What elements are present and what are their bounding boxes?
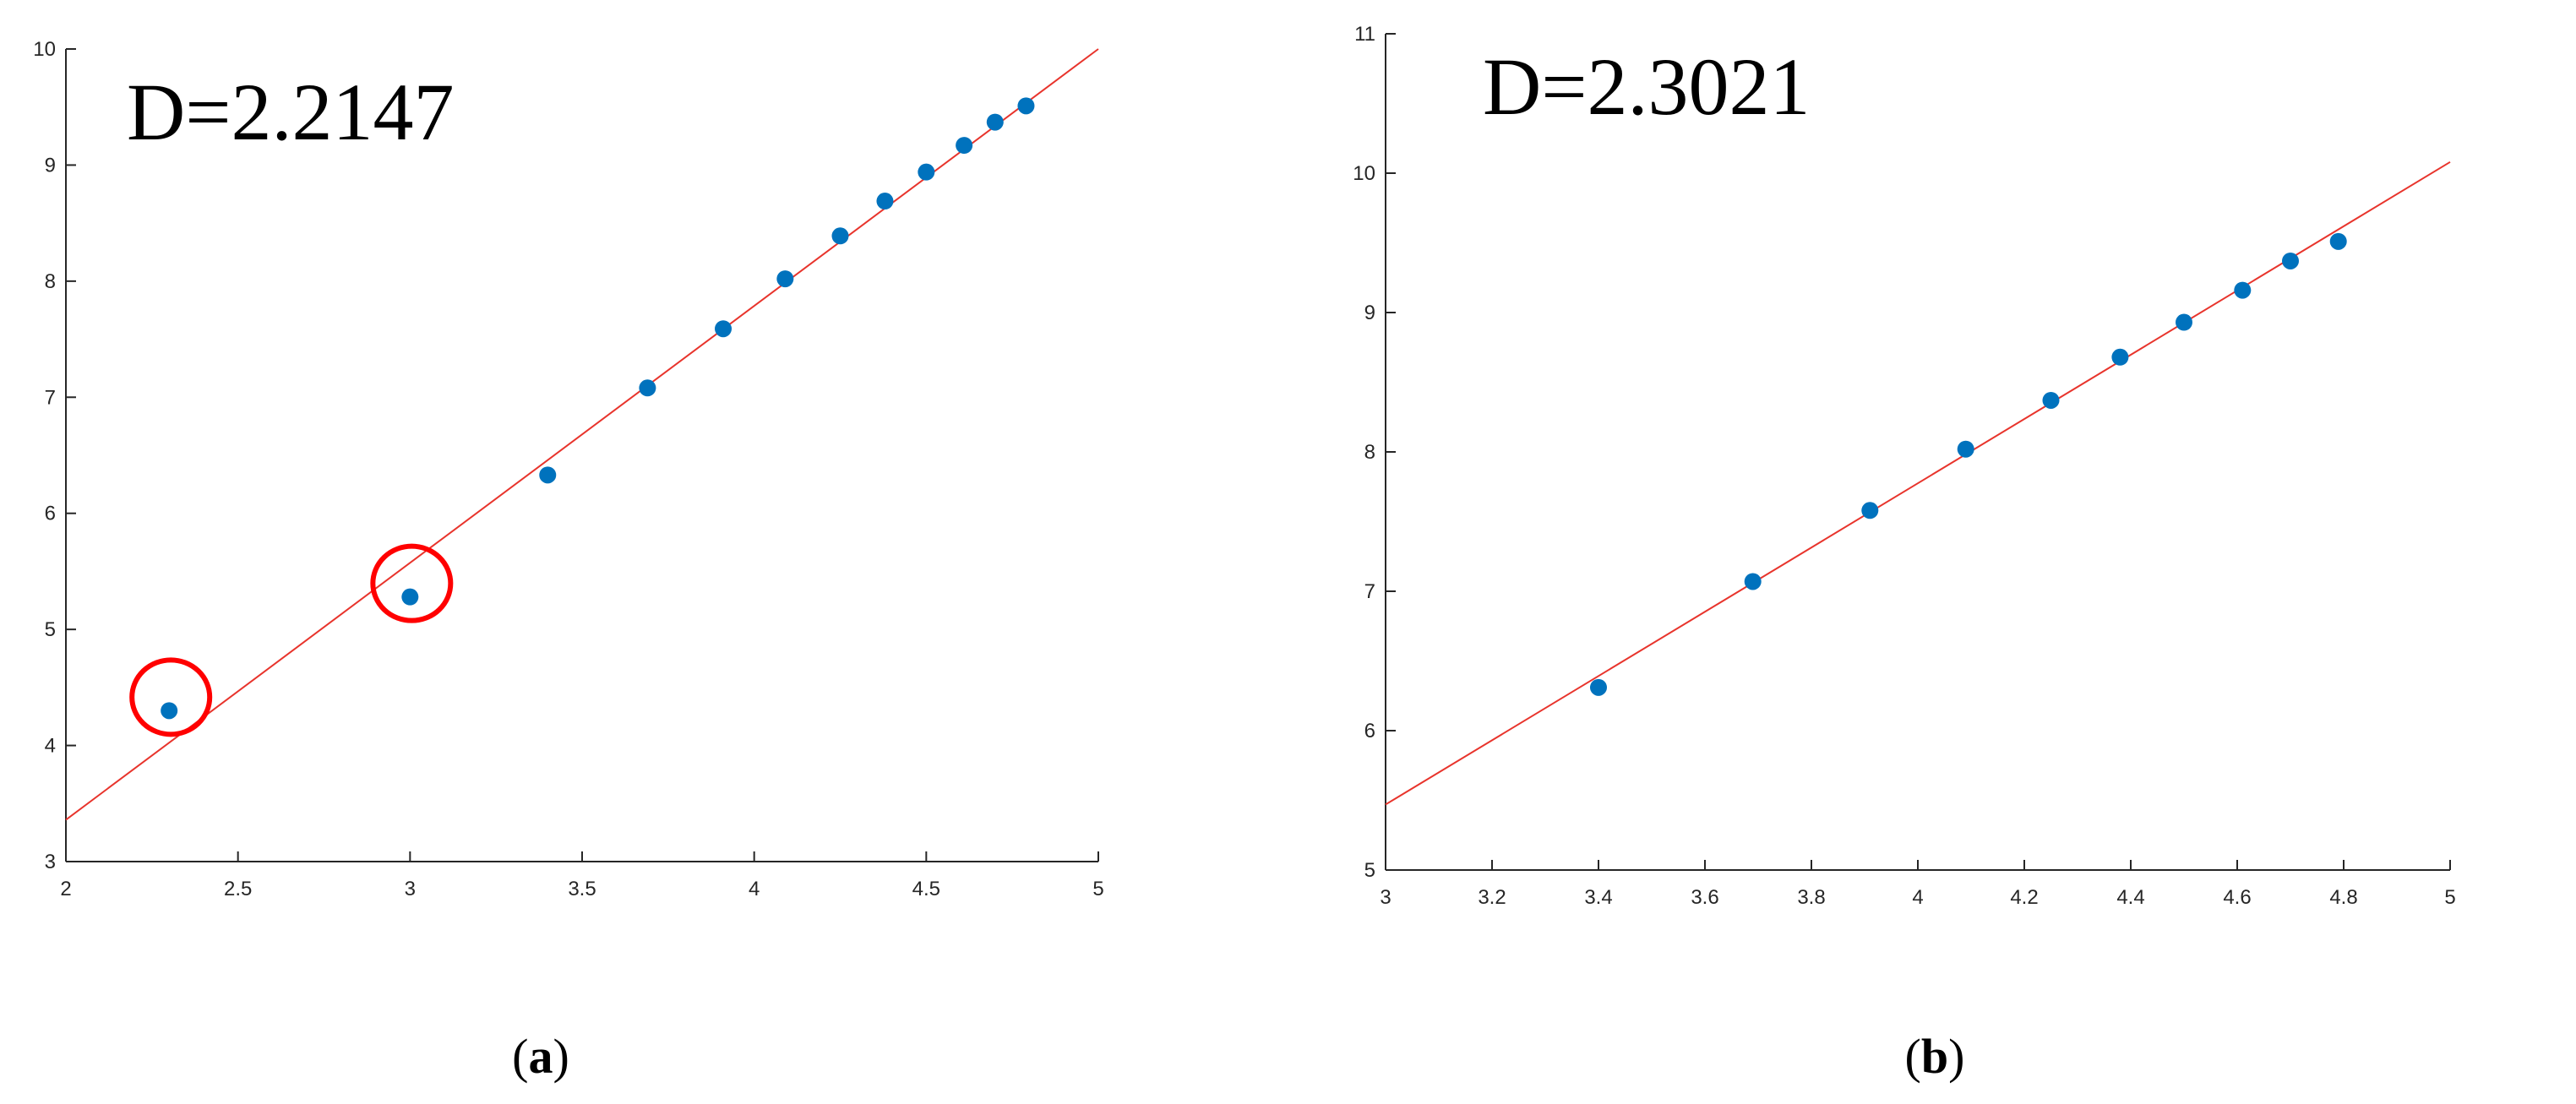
- data-point: [1861, 502, 1879, 519]
- panel-a: 2 2.5 3 3.5 4 4.5 5 3 4 5 6 7 8 9 10 D=2.2147 (a): [33, 38, 1103, 1084]
- y-tick-label: 5: [45, 618, 56, 641]
- fit-line-b: [1385, 160, 2451, 806]
- x-tick-label: 2: [60, 878, 71, 900]
- data-point: [539, 466, 557, 484]
- y-tick-label: 11: [1354, 23, 1375, 46]
- data-point: [2329, 232, 2347, 250]
- data-point: [2282, 252, 2299, 269]
- x-tick-label: 4.6: [2223, 886, 2251, 909]
- data-point: [1590, 678, 1607, 696]
- data-point: [639, 379, 656, 397]
- panel-b: 3 3.2 3.4 3.6 3.8 4 4.2 4.4 4.6 4.8 5 5 6 7 8 9 10 11 D=2…: [1353, 23, 2455, 1084]
- y-tick-label: 9: [45, 154, 56, 177]
- x-tick-label: 5: [2444, 886, 2455, 909]
- plot-area-a: 2 2.5 3 3.5 4 4.5 5 3 4 5 6 7 8 9 10: [33, 38, 1103, 900]
- data-point: [986, 113, 1004, 131]
- y-tick-label: 6: [45, 503, 56, 525]
- data-point: [1017, 97, 1035, 115]
- data-point: [1744, 573, 1762, 590]
- data-point: [715, 320, 732, 338]
- x-tick-label: 2.5: [224, 878, 252, 900]
- data-point: [831, 227, 849, 245]
- y-tick-label: 10: [1353, 162, 1375, 185]
- y-tick-label: 8: [1364, 441, 1375, 464]
- x-tick-label: 4.5: [912, 878, 940, 900]
- caption-b-letter: b: [1921, 1029, 1948, 1084]
- caption-a: (a): [512, 1029, 569, 1084]
- x-tick-label: 4.2: [2010, 886, 2038, 909]
- x-tick-label: 4: [749, 878, 760, 900]
- caption-a-letter: a: [529, 1029, 553, 1084]
- highlight-circle: [129, 657, 213, 737]
- x-tick-label: 4.4: [2116, 886, 2144, 909]
- y-tick-label: 7: [1364, 580, 1375, 603]
- y-tick-label: 3: [45, 851, 56, 873]
- x-tick-label: 5: [1092, 878, 1103, 900]
- y-tick-label: 6: [1364, 720, 1375, 742]
- data-point: [776, 270, 794, 288]
- plot-area-b: 3 3.2 3.4 3.6 3.8 4 4.2 4.4 4.6 4.8 5 5 6 7 8 9 10 11: [1353, 23, 2455, 909]
- y-tick-label: 4: [45, 735, 56, 758]
- data-point: [1957, 440, 1974, 458]
- x-tick-label: 3: [405, 878, 416, 900]
- data-point: [956, 137, 973, 155]
- x-tick-label: 3: [1380, 886, 1391, 909]
- x-tick-label: 4: [1912, 886, 1923, 909]
- highlight-circle: [370, 543, 454, 623]
- y-tick-label: 5: [1364, 859, 1375, 882]
- x-tick-label: 3.6: [1691, 886, 1718, 909]
- x-tick-label: 3.8: [1797, 886, 1825, 909]
- data-point: [2111, 348, 2129, 366]
- caption-b: (b): [1905, 1029, 1965, 1084]
- data-point: [2042, 391, 2060, 409]
- annotation-a: D=2.2147: [127, 67, 454, 157]
- y-tick-label: 10: [33, 38, 56, 61]
- data-point: [918, 163, 935, 181]
- x-tick-label: 3.4: [1584, 886, 1612, 909]
- y-tick-label: 9: [1364, 302, 1375, 324]
- data-point: [401, 588, 419, 606]
- data-point: [876, 193, 894, 210]
- x-tick-label: 3.5: [568, 878, 596, 900]
- data-point: [2176, 313, 2192, 331]
- fit-line-a: [65, 48, 1099, 821]
- x-tick-label: 3.2: [1478, 886, 1506, 909]
- data-point: [2234, 281, 2252, 299]
- x-tick-label: 4.8: [2329, 886, 2357, 909]
- annotation-b: D=2.3021: [1483, 41, 1810, 132]
- y-tick-label: 7: [45, 386, 56, 409]
- data-point: [161, 702, 178, 720]
- y-tick-label: 8: [45, 270, 56, 293]
